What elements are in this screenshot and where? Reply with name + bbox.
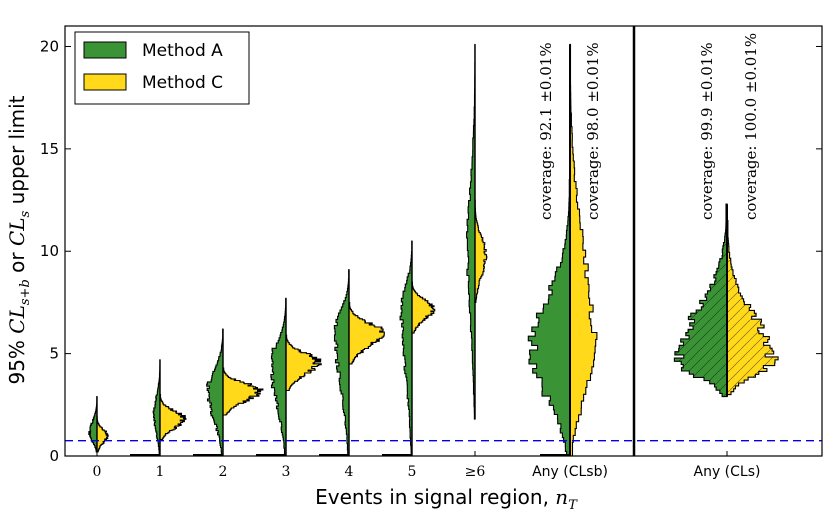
- violin-0: [88, 396, 109, 453]
- plot-frame: [64, 25, 823, 457]
- coverage-annotation-0: coverage: 92.1 ±0.01%: [537, 42, 555, 220]
- x-axis: 0 1 2 3 4 5 ≥6 Any (CLsb) Any (CLs): [93, 451, 761, 480]
- violin-6: [466, 43, 488, 420]
- violin-method-a-1: [152, 359, 161, 457]
- violins: [88, 43, 779, 457]
- x-axis-title: Events in signal region, nT: [315, 485, 578, 513]
- violin-method-a-3: [270, 297, 287, 457]
- violin-method-c-3: [285, 334, 322, 392]
- violin-method-c-0: [96, 416, 109, 453]
- violin-method-c-7: [569, 43, 598, 457]
- violin-method-c-5: [411, 281, 436, 334]
- y-tick-label-4: 20: [40, 37, 59, 55]
- x-tick-label-5: 5: [408, 464, 417, 480]
- x-tick-label-3: 3: [282, 464, 291, 480]
- violin-method-a-0: [88, 396, 98, 453]
- y-tick-label-1: 5: [49, 345, 59, 363]
- y-tick-label-2: 10: [40, 242, 59, 260]
- violin-method-a-2: [206, 328, 224, 457]
- violin-method-a-6: [466, 43, 476, 420]
- y-tick-label-0: 0: [49, 447, 59, 465]
- x-tick-label-6: ≥6: [465, 464, 486, 480]
- violin-method-c-2: [222, 367, 264, 416]
- violin-method-a-4: [333, 269, 350, 457]
- violin-3: [256, 297, 322, 457]
- x-tick-label-7: Any (CLsb): [532, 464, 608, 480]
- violin-method-c-4: [348, 301, 385, 365]
- annotations: coverage: 92.1 ±0.01% coverage: 98.0 ±0.0…: [537, 33, 760, 220]
- legend: Method A Method C: [74, 31, 250, 105]
- y-axis-title: 95% CLs+b or CLs upper limit: [5, 95, 33, 384]
- coverage-annotation-3: coverage: 100.0 ±0.01%: [742, 33, 760, 220]
- violin-method-c-6: [474, 199, 488, 303]
- y-axis: 0 5 10 15 20: [40, 37, 822, 465]
- legend-swatch-method-c: [83, 73, 127, 91]
- violin-7: [527, 43, 598, 457]
- x-tick-label-8: Any (CLs): [694, 464, 761, 480]
- violin-method-a-5: [399, 240, 413, 457]
- x-tick-label-0: 0: [93, 464, 102, 480]
- violin-method-a-7: [527, 179, 571, 457]
- plot-border: [64, 25, 823, 457]
- coverage-annotation-2: coverage: 99.9 ±0.01%: [698, 42, 716, 220]
- violin-hatch-a: [674, 204, 727, 397]
- legend-label-method-c: Method C: [142, 73, 223, 93]
- coverage-annotation-1: coverage: 98.0 ±0.01%: [584, 42, 602, 220]
- violin-4: [319, 269, 385, 457]
- y-tick-label-3: 15: [40, 140, 59, 158]
- x-tick-label-2: 2: [219, 464, 228, 480]
- violin-5: [382, 240, 436, 457]
- legend-label-method-a: Method A: [142, 41, 223, 61]
- legend-swatch-method-a: [83, 41, 127, 59]
- violin-hatch-c: [727, 220, 779, 395]
- violin-method-c-1: [159, 394, 187, 441]
- x-tick-label-1: 1: [156, 464, 165, 480]
- x-tick-label-4: 4: [345, 464, 354, 480]
- violin-8: [673, 203, 779, 398]
- violin-1: [130, 359, 187, 457]
- violin-2: [193, 328, 264, 457]
